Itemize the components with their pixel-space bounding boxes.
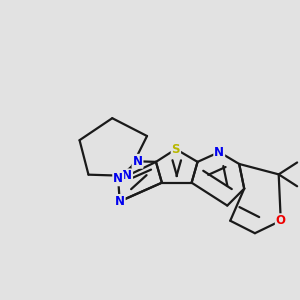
Text: N: N xyxy=(214,146,224,159)
Text: N: N xyxy=(113,172,123,185)
Text: N: N xyxy=(122,169,132,182)
Text: O: O xyxy=(276,214,286,227)
Text: S: S xyxy=(172,142,180,156)
Text: N: N xyxy=(115,195,125,208)
Text: N: N xyxy=(133,155,142,168)
